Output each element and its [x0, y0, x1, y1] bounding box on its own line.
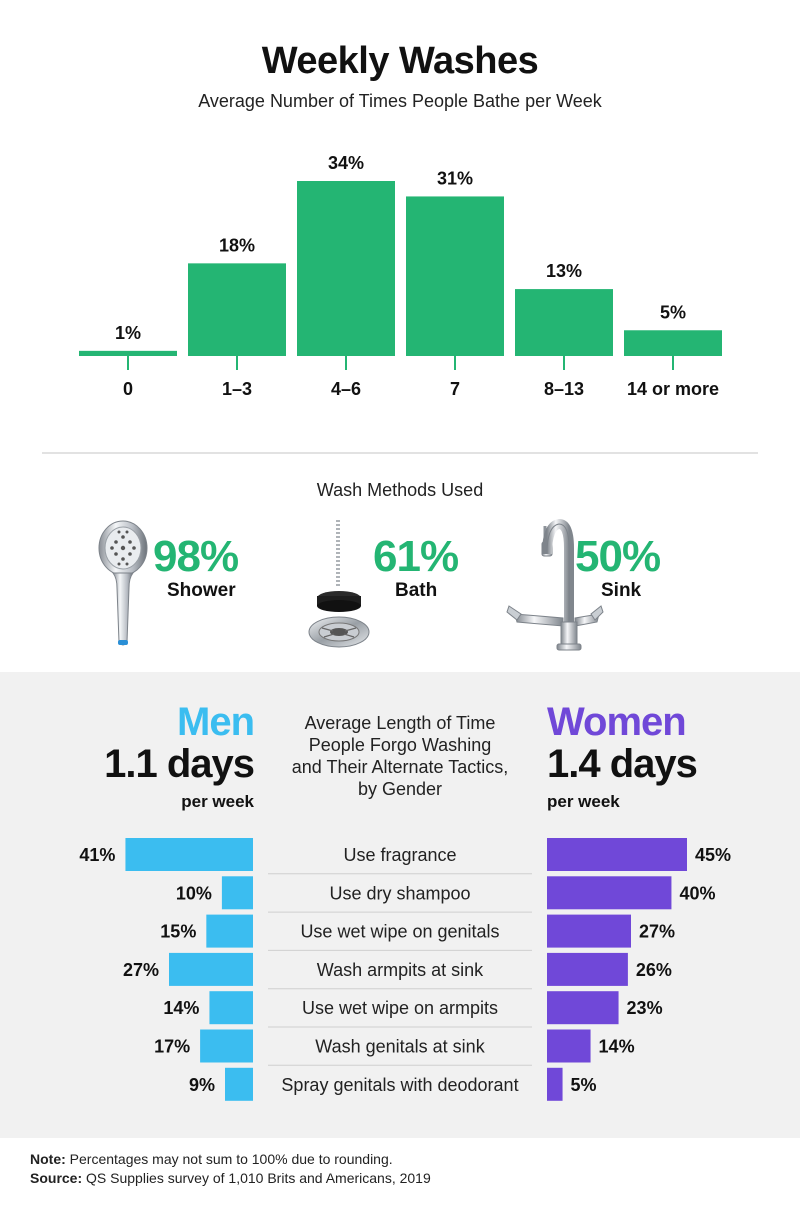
histogram-value-label: 1% [115, 323, 141, 343]
women-value-label: 14% [599, 1037, 635, 1057]
shower-percent: 98% [153, 532, 239, 581]
histogram-value-label: 34% [328, 153, 364, 173]
tactics-title: Average Length of Time People Forgo Wash… [268, 712, 532, 800]
sink-label: Sink [601, 580, 642, 601]
women-value-label: 23% [627, 998, 663, 1018]
histogram-category-label: 4–6 [331, 379, 361, 399]
men-bar [169, 952, 253, 986]
page-subtitle: Average Number of Times People Bathe per… [198, 91, 602, 111]
men-days: 1.1 days [104, 742, 255, 786]
tactic-label: Use wet wipe on armpits [302, 998, 498, 1018]
tactic-label: Wash armpits at sink [317, 960, 484, 980]
women-bar [547, 838, 687, 871]
section-divider [42, 452, 758, 454]
histogram-bar [297, 181, 395, 356]
tactic-label: Use dry shampoo [329, 883, 470, 903]
footnote: Note: Percentages may not sum to 100% du… [30, 1150, 431, 1188]
histogram-category-label: 0 [123, 379, 133, 399]
tactics-title-line: Average Length of Time [304, 713, 496, 733]
women-days: 1.4 days [547, 742, 698, 786]
method-bath: 61% Bath [305, 518, 505, 653]
histogram-category-label: 8–13 [544, 379, 584, 399]
wash-methods-title: Wash Methods Used [316, 480, 484, 500]
histogram-value-label: 13% [546, 261, 582, 281]
women-value-label: 5% [571, 1075, 597, 1095]
women-bar [547, 991, 619, 1025]
men-value-label: 27% [123, 960, 159, 980]
shower-label: Shower [167, 580, 236, 601]
men-value-label: 10% [176, 883, 212, 903]
page-title: Weekly Washes [261, 40, 539, 82]
histogram-bar [515, 289, 613, 356]
men-bar [221, 876, 253, 910]
women-value-label: 26% [636, 960, 672, 980]
women-bar [547, 1067, 563, 1101]
histogram-bar [624, 330, 722, 356]
source-label: Source: [30, 1170, 83, 1186]
histogram-value-label: 5% [660, 302, 686, 322]
note-label: Note: [30, 1151, 66, 1167]
weekly-washes-bar-chart: 1% 0 18% 1–3 34% 4–6 31% 7 13% 8–13 5% 14 or more [79, 153, 722, 399]
method-sink: 50% Sink [505, 518, 705, 653]
men-bar [200, 1029, 253, 1063]
women-bar [547, 876, 672, 910]
method-shower: 98% Shower [95, 518, 295, 653]
men-value-label: 15% [160, 922, 196, 942]
note-text: Percentages may not sum to 100% due to r… [65, 1151, 393, 1167]
tactic-label: Use fragrance [343, 845, 456, 865]
tactic-label: Spray genitals with deodorant [281, 1075, 518, 1095]
men-value-label: 9% [189, 1075, 215, 1095]
women-unit: per week [547, 792, 620, 811]
histogram-value-label: 31% [437, 168, 473, 188]
tactic-label: Use wet wipe on genitals [300, 922, 499, 942]
women-value-label: 27% [639, 922, 675, 942]
tactics-title-line: and Their Alternate Tactics, [291, 757, 509, 777]
bath-percent: 61% [373, 532, 459, 581]
histogram-bar [79, 350, 177, 356]
source-line: Source: QS Supplies survey of 1,010 Brit… [30, 1169, 431, 1188]
women-value-label: 40% [679, 883, 715, 903]
bath-plug-icon [308, 520, 370, 648]
tactic-label: Wash genitals at sink [315, 1037, 485, 1057]
histogram-category-label: 1–3 [222, 379, 252, 399]
men-bar [225, 1067, 253, 1101]
men-bar [206, 914, 253, 948]
women-bar [547, 1029, 591, 1063]
tactics-title-line: People Forgo Washing [308, 735, 492, 755]
men-value-label: 14% [163, 998, 199, 1018]
men-value-label: 41% [79, 845, 115, 865]
tactics-title-line: by Gender [357, 779, 443, 799]
men-heading: Men [177, 700, 255, 744]
men-unit: per week [181, 792, 254, 811]
men-bar [125, 838, 253, 871]
sink-percent: 50% [575, 532, 661, 581]
histogram-bar [406, 196, 504, 356]
histogram-category-label: 14 or more [627, 379, 719, 399]
women-bar [547, 914, 631, 948]
shower-head-icon [98, 520, 148, 646]
men-bar [209, 991, 253, 1025]
histogram-category-label: 7 [450, 379, 460, 399]
women-bar [547, 952, 628, 986]
histogram-value-label: 18% [219, 235, 255, 255]
men-value-label: 17% [154, 1037, 190, 1057]
bath-label: Bath [395, 580, 438, 601]
women-heading: Women [547, 700, 687, 744]
women-value-label: 45% [695, 845, 731, 865]
source-text: QS Supplies survey of 1,010 Brits and Am… [82, 1170, 431, 1186]
note-line: Note: Percentages may not sum to 100% du… [30, 1150, 431, 1169]
histogram-bar [188, 263, 286, 356]
faucet-icon [506, 518, 604, 651]
